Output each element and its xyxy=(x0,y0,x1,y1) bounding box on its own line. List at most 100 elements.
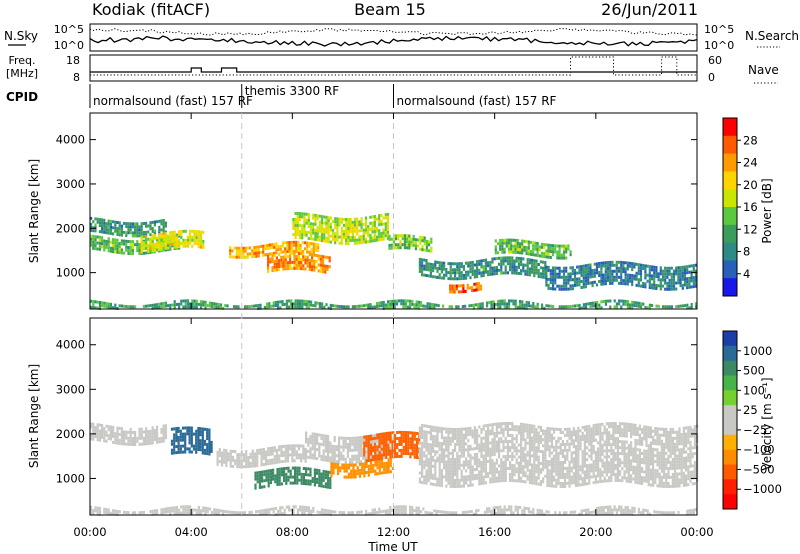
heat-cell xyxy=(550,478,553,482)
heat-cell xyxy=(576,280,579,284)
heat-cell xyxy=(127,222,130,226)
heat-cell xyxy=(449,427,452,431)
heat-cell xyxy=(550,427,553,431)
heat-cell xyxy=(533,274,536,278)
heat-cell xyxy=(385,461,388,465)
heat-cell xyxy=(425,433,428,437)
heat-cell xyxy=(338,305,341,308)
heat-cell xyxy=(565,305,568,309)
heat-cell xyxy=(175,233,178,237)
heat-cell xyxy=(557,463,560,467)
heat-cell xyxy=(353,220,357,224)
heat-cell xyxy=(376,457,379,461)
heat-cell xyxy=(406,234,409,238)
heat-cell xyxy=(158,305,161,309)
heat-cell xyxy=(460,265,463,269)
heat-cell xyxy=(418,263,421,267)
heat-cell xyxy=(520,446,523,450)
heat-cell xyxy=(500,437,503,441)
heat-cell xyxy=(351,223,354,227)
heat-cell xyxy=(140,235,143,239)
heat-cell xyxy=(327,234,330,238)
heat-cell xyxy=(555,427,558,431)
heat-cell xyxy=(592,475,595,479)
heat-cell xyxy=(489,269,492,273)
heat-cell xyxy=(179,429,182,433)
heat-cell xyxy=(502,256,505,260)
heat-cell xyxy=(522,426,525,429)
heat-cell xyxy=(594,426,597,430)
heat-cell xyxy=(101,218,104,222)
heat-cell xyxy=(345,242,348,245)
heat-cell xyxy=(655,275,658,278)
heat-cell xyxy=(440,442,443,446)
heat-cell xyxy=(434,426,437,430)
heat-cell xyxy=(109,305,112,309)
heat-cell xyxy=(347,233,350,236)
heat-cell xyxy=(290,240,293,244)
heat-cell xyxy=(479,284,483,288)
heat-cell xyxy=(522,266,525,270)
heat-cell xyxy=(237,305,240,309)
heat-cell xyxy=(577,480,580,484)
heat-cell xyxy=(267,469,270,473)
heat-cell xyxy=(434,483,437,487)
heat-cell xyxy=(517,464,520,468)
heat-cell xyxy=(116,227,119,230)
heat-cell xyxy=(590,463,593,467)
heat-cell xyxy=(294,475,297,479)
heat-cell xyxy=(562,266,566,270)
heat-cell xyxy=(549,287,552,291)
heat-cell xyxy=(529,249,533,253)
heat-cell xyxy=(273,268,276,272)
heat-cell xyxy=(514,299,517,303)
heat-cell xyxy=(559,470,562,473)
heat-cell xyxy=(191,299,194,303)
heat-cell xyxy=(429,428,432,432)
heat-cell xyxy=(434,471,437,475)
heat-cell xyxy=(533,445,536,449)
heat-cell xyxy=(360,235,363,239)
heat-cell xyxy=(284,241,287,245)
heat-cell xyxy=(410,240,413,244)
heat-cell xyxy=(206,304,209,308)
heat-cell xyxy=(542,462,545,466)
heat-cell xyxy=(515,449,518,453)
heat-cell xyxy=(436,269,439,273)
heat-cell xyxy=(449,460,452,464)
heat-cell xyxy=(307,443,310,447)
heat-cell xyxy=(432,434,435,438)
heat-cell xyxy=(169,246,172,250)
heat-cell xyxy=(372,469,375,473)
heat-cell xyxy=(153,429,156,433)
heat-cell xyxy=(451,287,454,291)
heat-cell xyxy=(513,455,516,459)
heat-cell xyxy=(686,277,689,281)
heat-cell xyxy=(190,438,193,442)
heat-cell xyxy=(173,306,176,310)
heat-cell xyxy=(445,448,448,452)
heat-cell xyxy=(134,231,137,235)
heat-cell xyxy=(318,223,321,227)
heat-cell xyxy=(158,245,161,249)
heat-cell xyxy=(195,236,198,240)
heat-cell xyxy=(473,272,476,276)
heat-cell xyxy=(382,237,385,241)
heat-cell xyxy=(118,242,121,246)
heat-cell xyxy=(188,450,191,454)
heat-cell xyxy=(564,445,567,449)
heat-cell xyxy=(123,430,126,434)
heat-cell xyxy=(147,304,150,308)
heat-cell xyxy=(679,304,682,308)
heat-cell xyxy=(256,455,259,459)
heat-cell xyxy=(162,228,165,231)
heat-cell xyxy=(253,461,257,465)
heat-cell xyxy=(473,441,476,445)
heat-cell xyxy=(140,225,143,229)
heat-cell xyxy=(393,455,397,459)
heat-cell xyxy=(445,460,448,464)
heat-cell xyxy=(550,445,553,449)
heat-cell xyxy=(454,277,457,281)
heat-cell xyxy=(201,430,204,434)
heat-cell xyxy=(569,278,572,282)
